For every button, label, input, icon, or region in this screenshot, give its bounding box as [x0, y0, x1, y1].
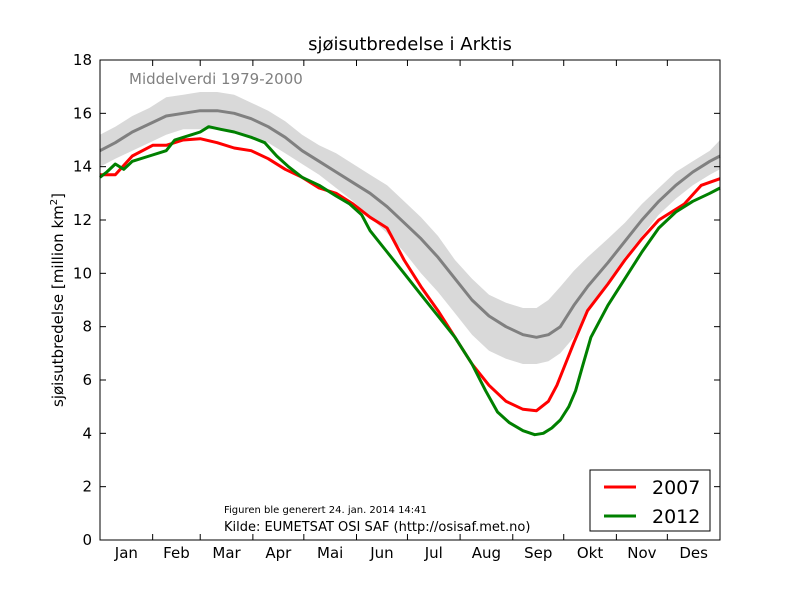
source-note: Kilde: EUMETSAT OSI SAF (http://osisaf.m…	[224, 520, 530, 535]
y-axis-label-end: ]	[49, 193, 67, 199]
y-tick-label: 2	[82, 478, 92, 496]
plot-frame	[99, 59, 721, 541]
tick-layer: 0 2 4 6 8 10 12 14 16 18 Jan Feb Mar Apr Mai Jun Jul Aug S…	[73, 51, 721, 562]
y-tick-label: 14	[73, 158, 92, 176]
mean-label: Middelverdi 1979-2000	[129, 70, 303, 88]
y-tick-label: 12	[73, 211, 92, 229]
series-line-middelverdi-1979-2000	[99, 109, 721, 339]
y-tick-label: 8	[82, 318, 92, 336]
x-tick-label-apr: Apr	[265, 544, 292, 562]
series-layer	[99, 109, 721, 437]
x-tick-label-aug: Aug	[472, 544, 501, 562]
x-tick-label-sep: Sep	[524, 544, 552, 562]
x-tick-label-mar: Mar	[212, 544, 241, 562]
x-tick-label-mai: Mai	[317, 544, 343, 562]
legend-box	[589, 469, 711, 532]
x-tick-label-feb: Feb	[163, 544, 190, 562]
y-tick-label: 6	[82, 371, 92, 389]
y-tick-label: 4	[82, 424, 92, 442]
chart-title: sjøisutbredelse i Arktis	[308, 34, 512, 55]
legend-label-2012: 2012	[652, 506, 700, 528]
y-axis-label-main: sjøisutbredelse [million km	[49, 205, 67, 407]
legend: 2007 2012	[589, 469, 711, 532]
series-line-2007	[100, 137, 721, 413]
x-tick-label-okt: Okt	[577, 544, 603, 562]
y-tick-label: 0	[82, 531, 92, 549]
y-tick-label: 16	[73, 104, 92, 122]
x-tick-label-jun: Jun	[369, 544, 393, 562]
x-tick-label-jan: Jan	[114, 544, 138, 562]
y-axis-label: sjøisutbredelse [million km2]	[49, 193, 67, 407]
y-axis-label-sup: 2	[49, 199, 60, 205]
y-tick-label: 10	[73, 264, 92, 282]
x-tick-label-des: Des	[679, 544, 708, 562]
x-tick-label-jul: Jul	[424, 544, 443, 562]
x-tick-label-nov: Nov	[627, 544, 656, 562]
generated-note: Figuren ble generert 24. jan. 2014 14:41	[224, 505, 427, 516]
series-line-2012	[99, 125, 721, 437]
y-tick-label: 18	[73, 51, 92, 69]
legend-label-2007: 2007	[652, 477, 700, 499]
